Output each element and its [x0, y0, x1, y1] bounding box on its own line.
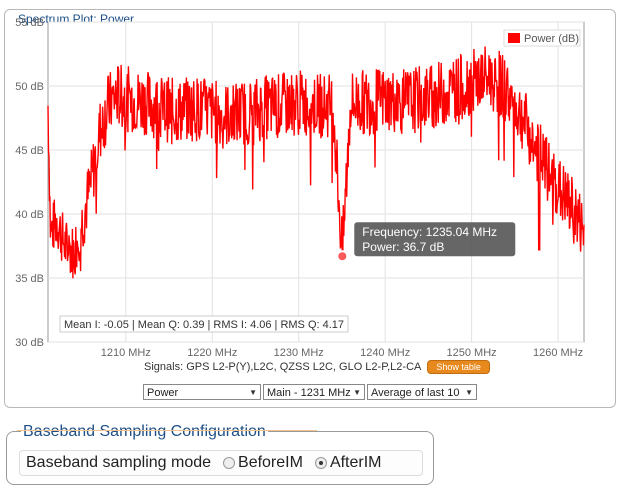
x-tick-label: 1230 MHz: [274, 347, 324, 359]
radio-before-im[interactable]: [223, 457, 236, 469]
baseband-config-panel: Baseband Sampling Configuration Baseband…: [6, 423, 434, 485]
power-series-line: [47, 46, 585, 279]
measure-select[interactable]: Power ▼: [143, 384, 261, 400]
legend-box: [503, 29, 581, 47]
legend: Power (dB): [503, 29, 581, 47]
band-select-value: Main - 1231 MHz: [267, 387, 351, 399]
legend-label: Power (dB): [524, 33, 579, 45]
stats-text: Mean I: -0.05 | Mean Q: 0.39 | RMS I: 4.…: [64, 319, 344, 331]
title-underline: [17, 430, 317, 431]
hover-point: [336, 250, 349, 263]
chevron-down-icon: ▼: [249, 388, 257, 397]
tooltip-frequency: Frequency: 1235.04 MHz: [362, 225, 497, 239]
y-tick-label: 40 dB: [15, 209, 44, 221]
chevron-down-icon: ▼: [353, 388, 361, 397]
x-tick-label: 1210 MHz: [101, 347, 151, 359]
show-table-button[interactable]: Show table: [427, 360, 490, 374]
radio-after-im[interactable]: [314, 457, 327, 469]
radio-after-im-label[interactable]: AfterIM: [329, 454, 382, 471]
band-select[interactable]: Main - 1231 MHz ▼: [263, 384, 365, 400]
x-tick-label: 1260 MHz: [533, 347, 583, 359]
stats-box: [59, 315, 349, 333]
sampling-mode-row: Baseband sampling mode BeforeIM AfterIM: [19, 450, 423, 476]
legend-swatch: [508, 33, 520, 43]
sampling-mode-label: Baseband sampling mode: [26, 454, 212, 471]
averaging-select[interactable]: Average of last 10 ▼: [367, 384, 477, 400]
averaging-select-value: Average of last 10: [371, 387, 460, 399]
radio-before-im-label[interactable]: BeforeIM: [238, 454, 303, 471]
y-tick-label: 50 dB: [15, 81, 44, 93]
chevron-down-icon: ▼: [465, 388, 473, 397]
y-tick-label: 55 dB: [15, 17, 44, 29]
y-tick-label: 35 dB: [15, 273, 44, 285]
tooltip-power: Power: 36.7 dB: [362, 240, 444, 254]
signals-text: Signals: GPS L2-P(Y),L2C, QZSS L2C, GLO …: [144, 361, 422, 373]
x-tick-label: 1250 MHz: [447, 347, 497, 359]
tooltip-box: [354, 222, 516, 257]
config-title: Baseband Sampling Configuration: [21, 423, 268, 441]
y-tick-label: 45 dB: [15, 145, 44, 157]
x-tick-label: 1220 MHz: [187, 347, 237, 359]
plot-selectors: Power ▼ Main - 1231 MHz ▼ Average of las…: [143, 384, 477, 400]
signals-row: Signals: GPS L2-P(Y),L2C, QZSS L2C, GLO …: [144, 360, 490, 374]
x-tick-label: 1240 MHz: [360, 347, 410, 359]
y-tick-label: 30 dB: [15, 337, 44, 349]
measure-select-value: Power: [147, 387, 179, 399]
